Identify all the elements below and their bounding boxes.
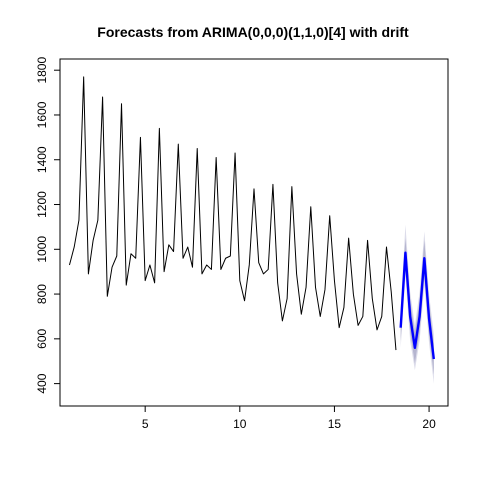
y-tick-label: 1800 xyxy=(35,57,49,84)
chart-title: Forecasts from ARIMA(0,0,0)(1,1,0)[4] wi… xyxy=(97,24,409,40)
x-tick-label: 20 xyxy=(422,417,436,431)
y-tick-label: 1200 xyxy=(35,191,49,218)
x-tick-label: 15 xyxy=(328,417,342,431)
y-tick-label: 800 xyxy=(35,284,49,304)
forecast-series-line xyxy=(399,251,435,360)
plot-frame xyxy=(59,58,449,407)
x-tick-label: 5 xyxy=(142,417,149,431)
y-tick-label: 1000 xyxy=(35,236,49,263)
y-tick-label: 600 xyxy=(35,329,49,349)
observed-series-line xyxy=(68,76,397,351)
x-tick-label: 10 xyxy=(233,417,247,431)
y-tick-label: 400 xyxy=(35,373,49,393)
y-axis: 400 600 800 1000 1200 1400 1600 1800 xyxy=(35,57,61,394)
y-tick-label: 1600 xyxy=(35,101,49,128)
x-axis: 5 10 15 20 xyxy=(142,405,436,431)
series-lines xyxy=(68,76,435,360)
y-tick-label: 1400 xyxy=(35,146,49,173)
